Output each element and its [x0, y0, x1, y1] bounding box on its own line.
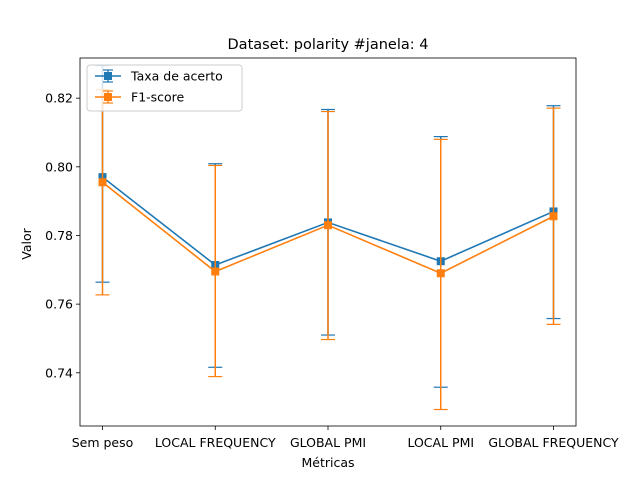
axes: 0.74 0.76 0.78 0.80 0.82 Sem peso LOCAL FREQUE…	[45, 57, 619, 450]
data-point	[549, 212, 558, 221]
y-axis-label: Valor	[19, 227, 34, 259]
data-point	[436, 269, 445, 278]
y-tick-label: 0.82	[45, 91, 73, 106]
x-tick-label: GLOBAL FREQUENCY	[488, 435, 619, 450]
x-tick-label: LOCAL FREQUENCY	[155, 435, 276, 450]
legend-marker	[104, 93, 112, 101]
legend: Taxa de acerto F1-score	[86, 64, 243, 112]
legend-label: F1-score	[131, 90, 185, 105]
y-tick-label: 0.74	[45, 365, 73, 380]
x-tick-label: GLOBAL PMI	[290, 435, 366, 450]
x-tick-label: Sem peso	[72, 435, 134, 450]
x-tick-label: LOCAL PMI	[407, 435, 474, 450]
legend-marker	[104, 72, 112, 80]
y-tick-label: 0.78	[45, 228, 73, 243]
y-tick-label: 0.76	[45, 297, 73, 312]
chart-title: Dataset: polarity #janela: 4	[228, 37, 429, 53]
legend-label: Taxa de acerto	[130, 69, 223, 84]
data-point	[98, 178, 107, 187]
data-point	[324, 221, 332, 230]
data-point	[211, 267, 220, 276]
y-tick-label: 0.80	[45, 159, 73, 174]
x-axis-label: Métricas	[301, 455, 354, 470]
legend-box	[86, 64, 243, 112]
